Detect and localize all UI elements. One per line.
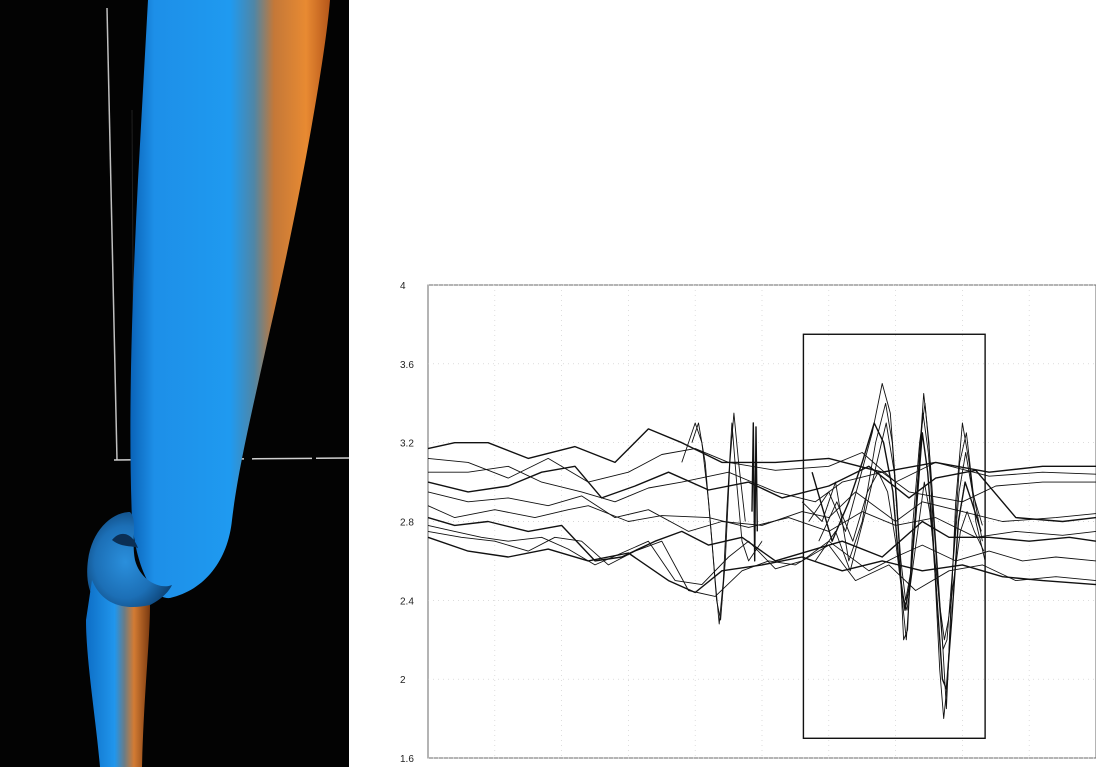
upper-limb-surface xyxy=(130,0,330,599)
series-line-1 xyxy=(427,428,1096,473)
line-chart: 4 3.6 3.2 2.8 2.4 2 1.6 xyxy=(400,281,1096,765)
series-line-2 xyxy=(427,448,1096,483)
guide-line-vertical xyxy=(106,7,118,461)
3d-surface-render xyxy=(0,0,349,767)
line-chart-panel: 4 3.6 3.2 2.8 2.4 2 1.6 xyxy=(350,0,1096,767)
series-line-18 xyxy=(818,471,985,641)
y-tick-label: 3.2 xyxy=(400,439,414,450)
y-tick-label: 4 xyxy=(400,281,406,292)
series-line-9 xyxy=(427,530,1096,597)
lower-limb-surface xyxy=(86,580,150,767)
series-line-17 xyxy=(815,412,983,651)
series-line-12 xyxy=(691,412,746,621)
series-line-8 xyxy=(427,524,1096,586)
y-tick-label: 3.6 xyxy=(400,360,414,371)
series-lines xyxy=(427,383,1096,720)
y-tick-label: 1.6 xyxy=(400,754,414,765)
y-tick-label: 2 xyxy=(400,675,406,686)
knee-shadow xyxy=(112,533,138,548)
series-line-13 xyxy=(751,422,758,562)
render-image xyxy=(86,0,349,767)
y-tick-labels: 4 3.6 3.2 2.8 2.4 2 1.6 xyxy=(400,281,414,765)
series-line-4 xyxy=(427,465,1096,523)
highlight-box-layer xyxy=(802,333,986,739)
y-tick-label: 2.4 xyxy=(400,596,414,607)
y-tick-label: 2.8 xyxy=(400,518,414,529)
series-line-14 xyxy=(801,402,986,710)
series-line-5 xyxy=(427,491,1096,532)
knee-bulge-surface xyxy=(87,512,172,613)
series-line-10 xyxy=(427,536,1096,594)
highlight-box xyxy=(802,333,986,739)
